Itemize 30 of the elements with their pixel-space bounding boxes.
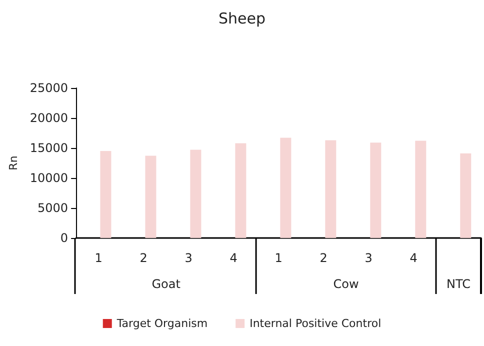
legend-label: Internal Positive Control — [250, 317, 382, 330]
text: Goat — [152, 277, 181, 291]
y-tick-label: 5000 — [38, 201, 68, 215]
x-tick-label: 1 — [94, 251, 102, 265]
bar — [325, 140, 336, 238]
bar — [460, 153, 472, 238]
legend-label: Target Organism — [116, 317, 208, 330]
x-tick-label: 4 — [410, 251, 418, 265]
bar — [370, 142, 382, 238]
y-tick-label: 25000 — [30, 81, 68, 95]
bar — [100, 151, 112, 238]
text: NTC — [446, 277, 470, 291]
x-tick-label: 1 — [274, 251, 282, 265]
x-tick-label: 2 — [140, 251, 148, 265]
bar — [145, 156, 156, 238]
y-tick-label: 10000 — [30, 171, 68, 185]
x-tick-label: 3 — [184, 251, 192, 265]
x-tick-label: 3 — [364, 251, 372, 265]
bar — [280, 138, 292, 238]
x-tick-label: 4 — [230, 251, 238, 265]
bar — [415, 140, 426, 238]
bar — [235, 143, 246, 238]
y-axis-title: Rn — [7, 156, 20, 170]
y-tick-label: 20000 — [30, 111, 68, 125]
x-tick-label: 2 — [320, 251, 328, 265]
chart-title: Sheep — [218, 10, 266, 28]
y-tick-label: 0 — [60, 231, 68, 245]
text: Cow — [333, 277, 359, 291]
y-tick-label: 15000 — [30, 141, 68, 155]
bar — [190, 150, 202, 238]
